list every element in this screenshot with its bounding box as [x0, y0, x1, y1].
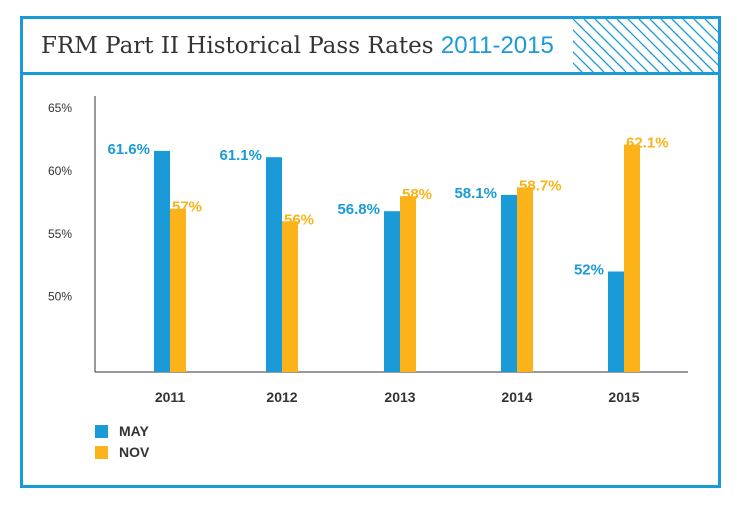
bar-label-may-2013: 56.8%: [337, 201, 380, 218]
bar-label-nov-2015: 62.1%: [626, 135, 669, 152]
bar-label-nov-2012: 56%: [284, 211, 314, 228]
chart-title: FRM Part II Historical Pass Rates 2011-2…: [41, 32, 554, 60]
bar-nov-2012: [282, 221, 298, 372]
bar-label-may-2014: 58.1%: [454, 185, 497, 202]
y-tick-label: 65%: [48, 101, 72, 115]
legend-swatch-may: [95, 425, 108, 438]
chart-title-main: FRM Part II Historical Pass Rates: [41, 33, 434, 59]
y-tick-label: 55%: [48, 227, 72, 241]
legend-label-nov: NOV: [119, 444, 150, 460]
chart-header: FRM Part II Historical Pass Rates 2011-2…: [23, 19, 718, 75]
y-tick-label: 60%: [48, 164, 72, 178]
bar-nov-2013: [400, 196, 416, 372]
bar-nov-2011: [170, 208, 186, 372]
bar-nov-2014: [517, 187, 533, 372]
hatch-pattern-decoration: [573, 19, 718, 72]
legend-label-may: MAY: [119, 423, 149, 439]
bar-label-nov-2013: 58%: [402, 186, 432, 203]
bar-nov-2015: [624, 144, 640, 372]
bar-value-labels: 61.6% 57% 61.1% 56% 56.8% 58% 58.1% 58.7% 52% 62.…: [107, 135, 668, 279]
bars: [154, 144, 640, 372]
y-tick-label: 50%: [48, 290, 72, 304]
y-tick-labels: 50% 55% 60% 65%: [48, 101, 72, 303]
x-tick-label: 2014: [501, 389, 532, 405]
x-tick-labels: 2011 2012 2013 2014 2015: [155, 389, 640, 405]
chart-frame: FRM Part II Historical Pass Rates 2011-2…: [20, 16, 721, 488]
bar-may-2014: [501, 194, 517, 372]
bar-may-2012: [266, 157, 282, 372]
bar-may-2015: [608, 271, 624, 372]
bar-label-may-2012: 61.1%: [219, 147, 262, 164]
legend-swatch-nov: [95, 446, 108, 459]
bar-label-nov-2014: 58.7%: [519, 177, 562, 194]
bar-label-may-2011: 61.6%: [107, 141, 150, 158]
chart-title-years: 2011-2015: [440, 32, 554, 59]
x-tick-label: 2011: [155, 389, 186, 405]
legend: MAY NOV: [95, 423, 150, 460]
x-tick-label: 2012: [266, 389, 297, 405]
bar-label-may-2015: 52%: [574, 262, 604, 279]
bar-may-2011: [154, 150, 170, 372]
x-tick-label: 2015: [608, 389, 639, 405]
bar-label-nov-2011: 57%: [172, 199, 202, 216]
x-tick-label: 2013: [384, 389, 415, 405]
bar-may-2013: [384, 211, 400, 372]
